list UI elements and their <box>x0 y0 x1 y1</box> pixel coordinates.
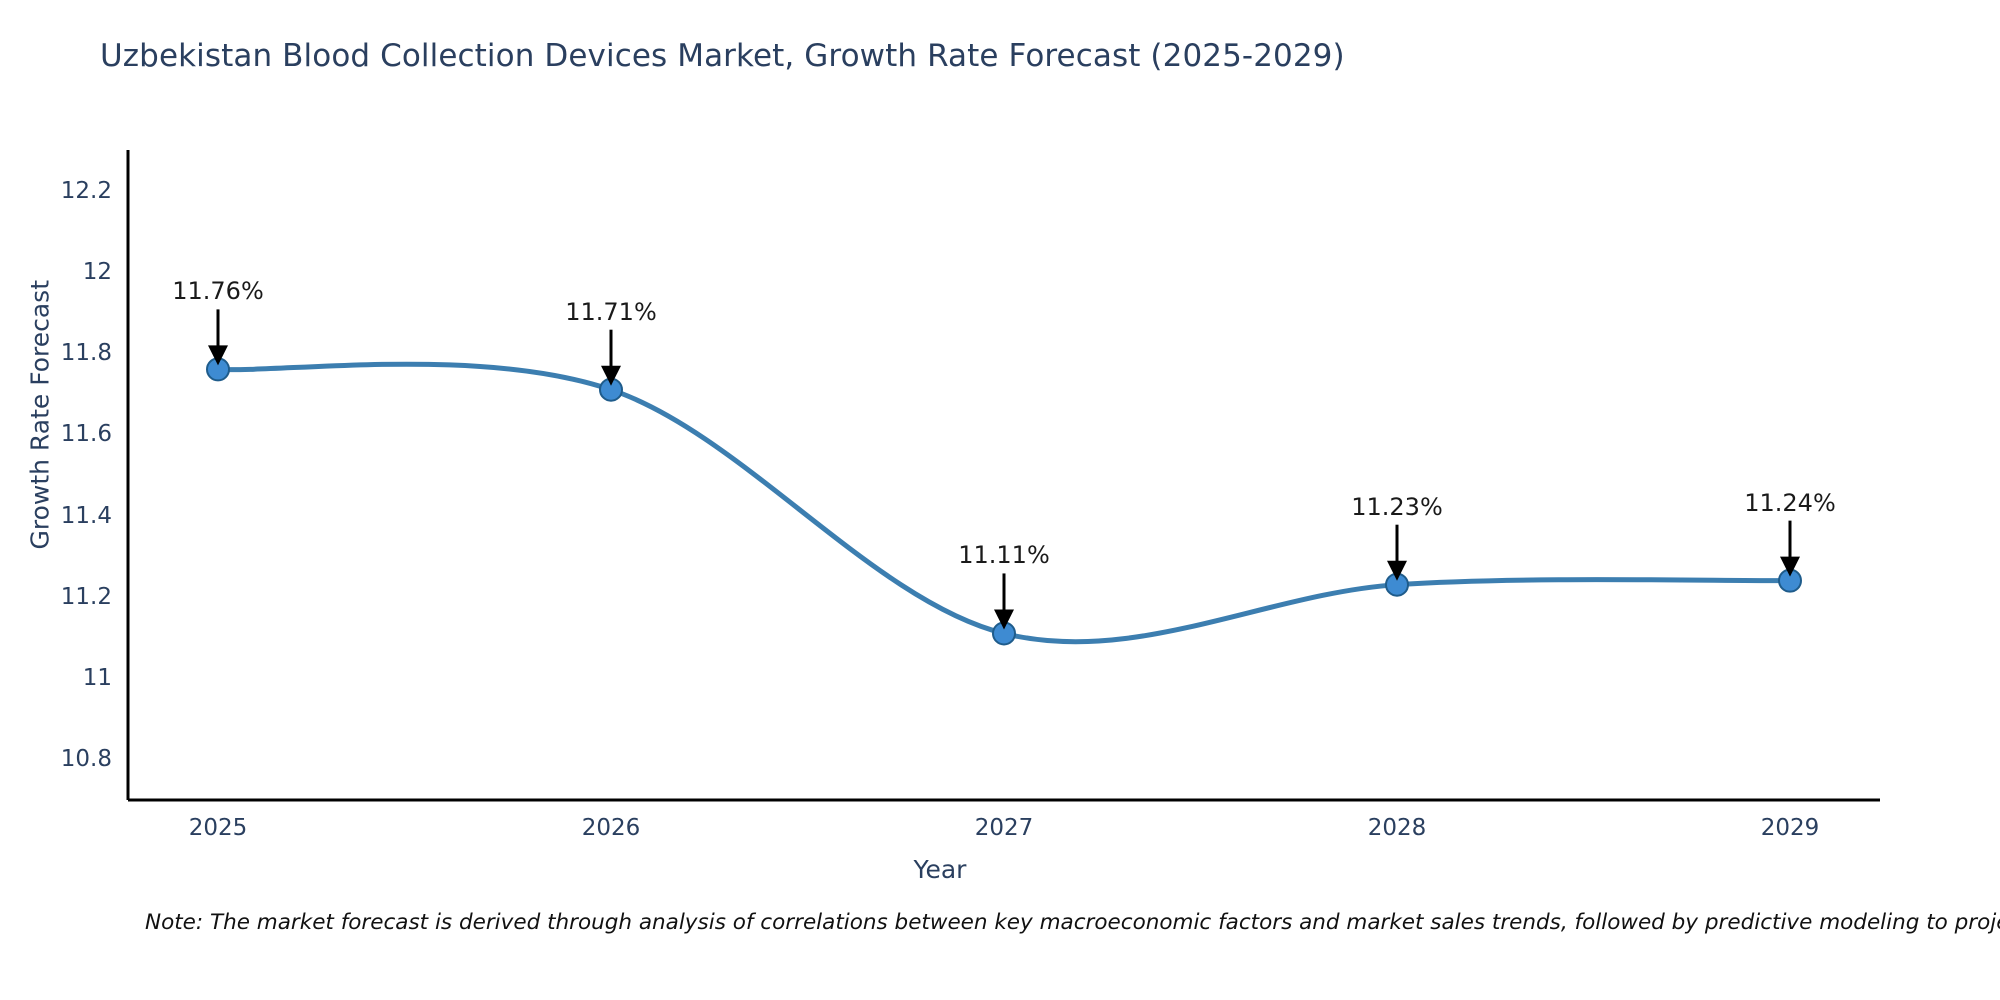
annotation-arrow-head <box>601 365 621 386</box>
data-point-label: 11.71% <box>565 297 657 326</box>
y-tick-label: 12 <box>82 258 112 285</box>
x-tick-label: 2029 <box>1760 815 1820 841</box>
annotation-arrow-head <box>208 345 228 366</box>
data-point-label: 11.11% <box>958 541 1050 570</box>
x-tick-label: 2027 <box>974 815 1034 841</box>
y-tick-label: 10.8 <box>60 746 112 773</box>
axes <box>126 150 1880 802</box>
x-axis-title: Year <box>913 855 967 884</box>
x-tick-label: 2026 <box>581 815 641 841</box>
y-tick-label: 11.2 <box>60 583 112 610</box>
annotation-arrow-head <box>994 609 1014 630</box>
data-point-label: 11.23% <box>1351 492 1443 521</box>
footnote: Note: The market forecast is derived thr… <box>145 910 2000 935</box>
annotation-arrow-head <box>1387 560 1407 581</box>
annotation-arrows <box>208 309 1800 630</box>
y-tick-label: 11.4 <box>60 502 112 529</box>
y-tick-label: 11.8 <box>60 340 112 367</box>
data-markers <box>206 357 1802 646</box>
data-point-label: 11.76% <box>172 277 264 306</box>
annotation-arrow-head <box>1780 556 1800 577</box>
x-tick-label: 2028 <box>1367 815 1427 841</box>
data-point-label: 11.24% <box>1744 488 1836 517</box>
y-tick-label: 11 <box>82 665 112 692</box>
x-tick-label: 2025 <box>188 815 248 841</box>
page-title: Uzbekistan Blood Collection Devices Mark… <box>100 38 1345 74</box>
y-tick-label: 11.6 <box>60 421 112 448</box>
y-tick-label: 12.2 <box>60 177 112 204</box>
